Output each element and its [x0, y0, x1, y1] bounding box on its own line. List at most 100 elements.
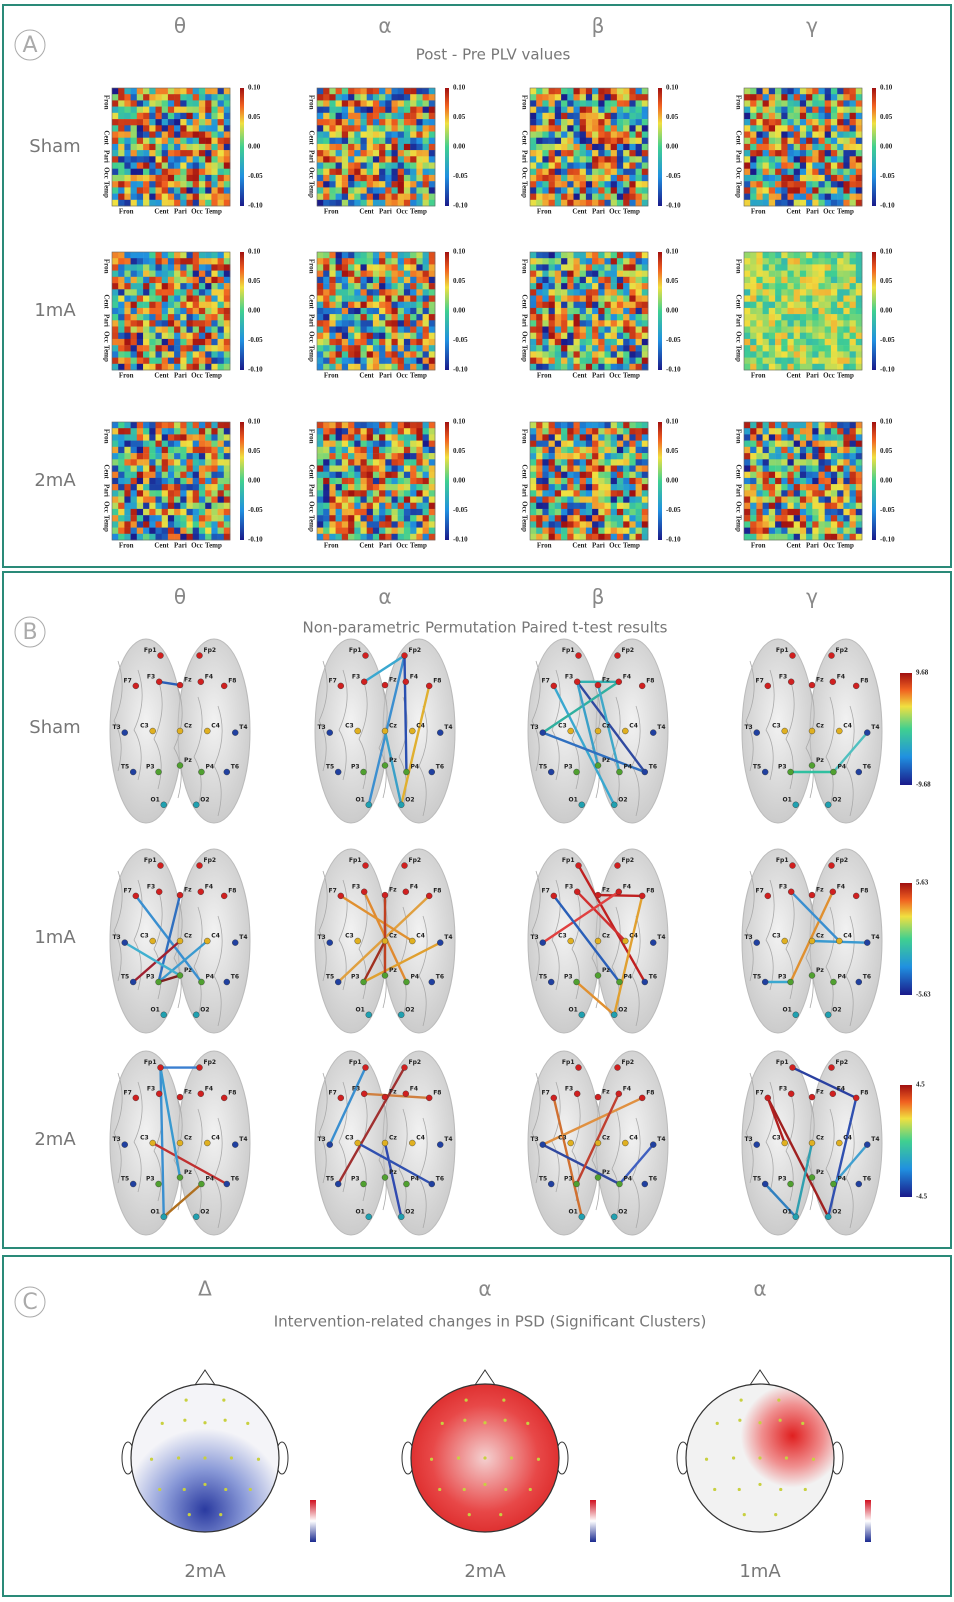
electrode-label: Fp1 [776, 647, 789, 654]
row-label: Sham [29, 717, 80, 738]
heatmap-cell [187, 528, 194, 535]
heatmap-cell [794, 515, 801, 522]
heatmap-cell [224, 138, 231, 145]
heatmap-cell [530, 327, 537, 334]
heatmap-cell [561, 320, 568, 327]
heatmap-cell [379, 327, 386, 334]
heatmap-cell [611, 327, 618, 334]
heatmap-cell [429, 156, 436, 163]
heatmap-cell [850, 187, 857, 194]
heatmap-cell [611, 296, 618, 303]
heatmap-cell [361, 466, 368, 473]
heatmap-cell [168, 100, 175, 107]
heatmap-cell [423, 434, 430, 441]
heatmap-cell [218, 484, 225, 491]
heatmap-cell [205, 434, 212, 441]
heatmap-cell [199, 252, 206, 259]
heatmap-cell [342, 187, 349, 194]
y-axis-label: Occ [102, 167, 110, 179]
heatmap-cell [629, 150, 636, 157]
heatmap-cell [373, 144, 380, 151]
heatmap-cell [199, 497, 206, 504]
heatmap-cell [555, 351, 562, 358]
heatmap-cell [549, 453, 556, 460]
heatmap-cell [750, 169, 757, 176]
heatmap-cell [131, 503, 138, 510]
heatmap-cell [843, 503, 850, 510]
heatmap-cell [850, 302, 857, 309]
heatmap-cell [180, 119, 187, 126]
y-axis-label: Cent [520, 294, 528, 309]
heatmap-cell [180, 515, 187, 522]
heatmap-cell [224, 277, 231, 284]
heatmap-cell [429, 277, 436, 284]
heatmap-cell [819, 181, 826, 188]
heatmap-cell [536, 88, 543, 95]
heatmap-cell [812, 497, 819, 504]
heatmap-cell [763, 308, 770, 315]
heatmap-cell [379, 314, 386, 321]
heatmap-cell [336, 302, 343, 309]
heatmap-cell [379, 364, 386, 371]
heatmap-cell [781, 125, 788, 132]
heatmap-cell [775, 314, 782, 321]
heatmap-cell [567, 138, 574, 145]
electrode-label: P3 [564, 974, 573, 981]
heatmap-cell [329, 296, 336, 303]
heatmap-cell [199, 264, 206, 271]
heatmap-cell [124, 107, 131, 114]
heatmap-cell [586, 94, 593, 101]
heatmap-cell [124, 289, 131, 296]
heatmap-cell [336, 194, 343, 201]
heatmap-cell [611, 478, 618, 485]
heatmap-cell [367, 327, 374, 334]
electrode [161, 802, 167, 808]
heatmap-cell [530, 509, 537, 516]
heatmap-cell [788, 289, 795, 296]
heatmap-cell [850, 289, 857, 296]
heatmap-cell [342, 308, 349, 315]
heatmap-cell [856, 119, 863, 126]
heatmap-cell [367, 351, 374, 358]
heatmap-cell [744, 88, 751, 95]
heatmap-cell [174, 339, 181, 346]
heatmap-cell [763, 144, 770, 151]
heatmap-cell [323, 320, 330, 327]
heatmap-cell [392, 478, 399, 485]
heatmap-cell [763, 258, 770, 265]
heatmap-cell [605, 459, 612, 466]
heatmap-cell [756, 88, 763, 95]
heatmap-cell [623, 150, 630, 157]
heatmap-cell [385, 351, 392, 358]
heatmap-cell [124, 169, 131, 176]
heatmap-cell [611, 472, 618, 479]
heatmap-cell [180, 107, 187, 114]
heatmap-cell [775, 200, 782, 207]
heatmap-cell [329, 308, 336, 315]
heatmap-cell [218, 119, 225, 126]
heatmap-cell [837, 339, 844, 346]
heatmap-cell [392, 528, 399, 535]
heatmap-cell [819, 289, 826, 296]
heatmap-cell [800, 497, 807, 504]
heatmap-cell [187, 314, 194, 321]
electrode [595, 938, 601, 944]
heatmap-cell [193, 364, 200, 371]
heatmap-cell [850, 497, 857, 504]
heatmap-cell [555, 200, 562, 207]
heatmap-cell [149, 169, 156, 176]
heatmap-cell [329, 472, 336, 479]
heatmap-cell [149, 484, 156, 491]
heatmap-cell [379, 150, 386, 157]
heatmap-cell [156, 441, 163, 448]
heatmap-cell [149, 358, 156, 365]
heatmap-cell [317, 320, 324, 327]
heatmap-cell [850, 175, 857, 182]
heatmap-cell [623, 258, 630, 265]
heatmap-cell [636, 428, 643, 435]
heatmap-cell [769, 308, 776, 315]
heatmap-cell [812, 320, 819, 327]
heatmap-cell [379, 515, 386, 522]
heatmap-cell [392, 503, 399, 510]
heatmap-cell [187, 358, 194, 365]
